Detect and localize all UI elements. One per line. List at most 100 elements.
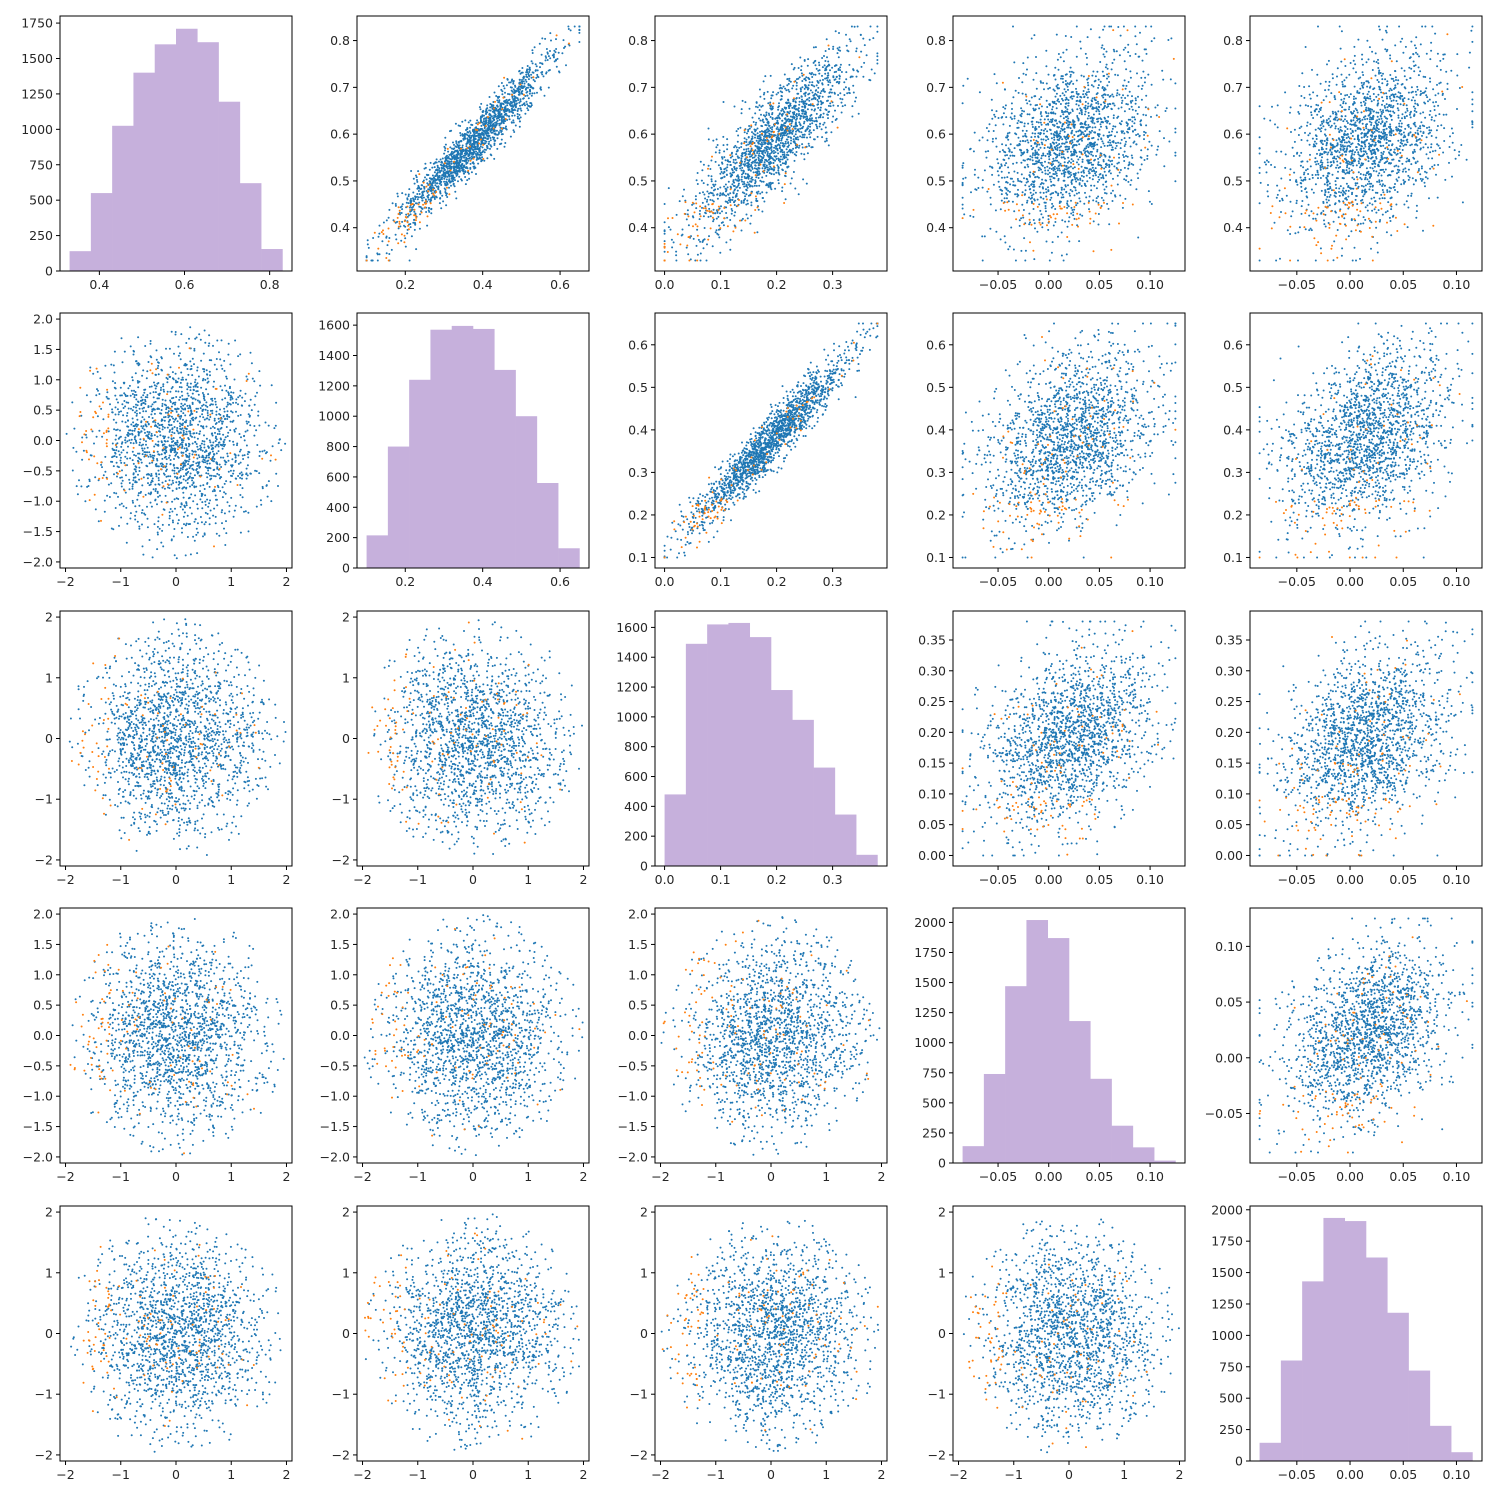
- point-0-2-828: [699, 210, 701, 212]
- point-0-1-1465: [377, 253, 379, 255]
- point-0-2-1570: [787, 118, 789, 120]
- point-0-3-153: [1084, 130, 1086, 132]
- point-0-3-297: [1144, 159, 1146, 161]
- point-0-1-1714: [448, 193, 450, 195]
- point-0-3-1097: [1053, 139, 1055, 141]
- point-0-2-1078: [756, 152, 758, 154]
- point-0-1-1102: [544, 38, 546, 40]
- point-0-2-462: [785, 156, 787, 158]
- point-0-2-970: [734, 162, 736, 164]
- point-0-1-955: [418, 196, 420, 198]
- point-0-1-8: [443, 178, 445, 180]
- point-0-1-1544: [529, 89, 531, 91]
- point-0-3-1145: [1070, 200, 1072, 202]
- point-0-2-1691: [723, 168, 725, 170]
- point-0-2-1444: [754, 134, 756, 136]
- point-0-3-773: [1081, 140, 1083, 142]
- point-0-1-1491: [432, 196, 434, 198]
- point-0-3-557: [1021, 81, 1023, 83]
- point-0-2-1116: [788, 106, 790, 108]
- point-0-1-1032: [425, 167, 427, 169]
- point-0-1-657: [434, 182, 436, 184]
- point-0-2-1090: [827, 72, 829, 74]
- panel-r0-c1: 0.2 0.4 0.60.40.50.60.70.8: [330, 16, 589, 292]
- point-0-1-1119: [490, 110, 492, 112]
- point-0-1-1434: [503, 100, 505, 102]
- point-0-2-582: [787, 159, 789, 161]
- point-0-1-1638: [415, 202, 417, 204]
- point-0-3-1203: [1056, 87, 1058, 89]
- point-0-2-1793: [772, 135, 774, 137]
- point-0-2-1124: [818, 117, 820, 119]
- point-0-3-176: [986, 191, 988, 193]
- point-0-3-709: [1085, 196, 1087, 198]
- point-0-1-1564: [499, 129, 501, 131]
- point-0-2-82: [719, 149, 721, 151]
- point-0-3-355: [1123, 160, 1125, 162]
- point-0-2-223: [804, 100, 806, 102]
- point-0-1-1715: [412, 203, 414, 205]
- point-0-2-865: [725, 159, 727, 161]
- point-0-3-1291: [1077, 94, 1079, 96]
- point-0-3-267: [1065, 74, 1067, 76]
- point-0-1-1019: [460, 134, 462, 136]
- point-0-1-1323: [446, 181, 448, 183]
- point-0-3-924: [1116, 145, 1118, 147]
- point-0-3-898: [1063, 180, 1065, 182]
- point-0-3-943: [1104, 189, 1106, 191]
- point-0-1-1689: [489, 129, 491, 131]
- point-0-1-1360: [449, 146, 451, 148]
- point-0-1-1388: [490, 139, 492, 141]
- point-0-2-1306: [858, 113, 860, 115]
- point-0-1-1576: [461, 150, 463, 152]
- point-0-2-1156: [717, 188, 719, 190]
- point-0-2-1390: [766, 192, 768, 194]
- point-0-3-394: [1090, 154, 1092, 156]
- point-0-2-645: [808, 133, 810, 135]
- point-0-1-1761: [388, 260, 390, 262]
- point-0-2-1712: [774, 123, 776, 125]
- point-0-2-882: [798, 193, 800, 195]
- point-0-1-323: [397, 195, 399, 197]
- point-0-2-1418: [739, 165, 741, 167]
- point-0-3-1091: [1128, 108, 1130, 110]
- point-0-3-986: [1006, 154, 1008, 156]
- y-tick-label-0-0-2: 500: [29, 193, 53, 208]
- point-0-3-1313: [996, 110, 998, 112]
- point-0-1-852: [413, 200, 415, 202]
- point-0-3-1056: [1146, 158, 1148, 160]
- point-0-1-1357: [489, 148, 491, 150]
- point-0-3-1254: [1110, 144, 1112, 146]
- point-0-1-1283: [493, 158, 495, 160]
- point-0-2-1399: [787, 154, 789, 156]
- point-0-1-1183: [420, 196, 422, 198]
- point-0-1-1190: [454, 179, 456, 181]
- point-0-3-457: [1067, 157, 1069, 159]
- point-0-1-718: [513, 122, 515, 124]
- point-0-2-1337: [796, 129, 798, 131]
- point-0-1-1212: [513, 80, 515, 82]
- point-0-1-1524: [501, 82, 503, 84]
- point-0-3-756: [1163, 165, 1165, 167]
- point-0-3-1295: [1076, 155, 1078, 157]
- point-0-2-1563: [687, 253, 689, 255]
- point-0-1-1760: [381, 231, 383, 233]
- point-0-3-422: [1104, 56, 1106, 58]
- point-0-2-1718: [707, 168, 709, 170]
- point-0-1-1639: [473, 140, 475, 142]
- point-0-3-828: [1086, 63, 1088, 65]
- point-0-1-688: [420, 188, 422, 190]
- point-0-1-1444: [460, 165, 462, 167]
- point-0-3-235: [1030, 192, 1032, 194]
- point-0-3-1273: [1031, 195, 1033, 197]
- point-0-3-446: [1000, 189, 1002, 191]
- point-0-3-256: [1043, 192, 1045, 194]
- point-0-3-562: [1137, 133, 1139, 135]
- point-0-1-562: [386, 236, 388, 238]
- point-0-2-529: [809, 123, 811, 125]
- point-0-2-1797: [831, 100, 833, 102]
- point-0-2-876: [750, 170, 752, 172]
- point-0-2-1564: [749, 153, 751, 155]
- point-0-2-1449: [770, 187, 772, 189]
- point-0-3-461: [1035, 104, 1037, 106]
